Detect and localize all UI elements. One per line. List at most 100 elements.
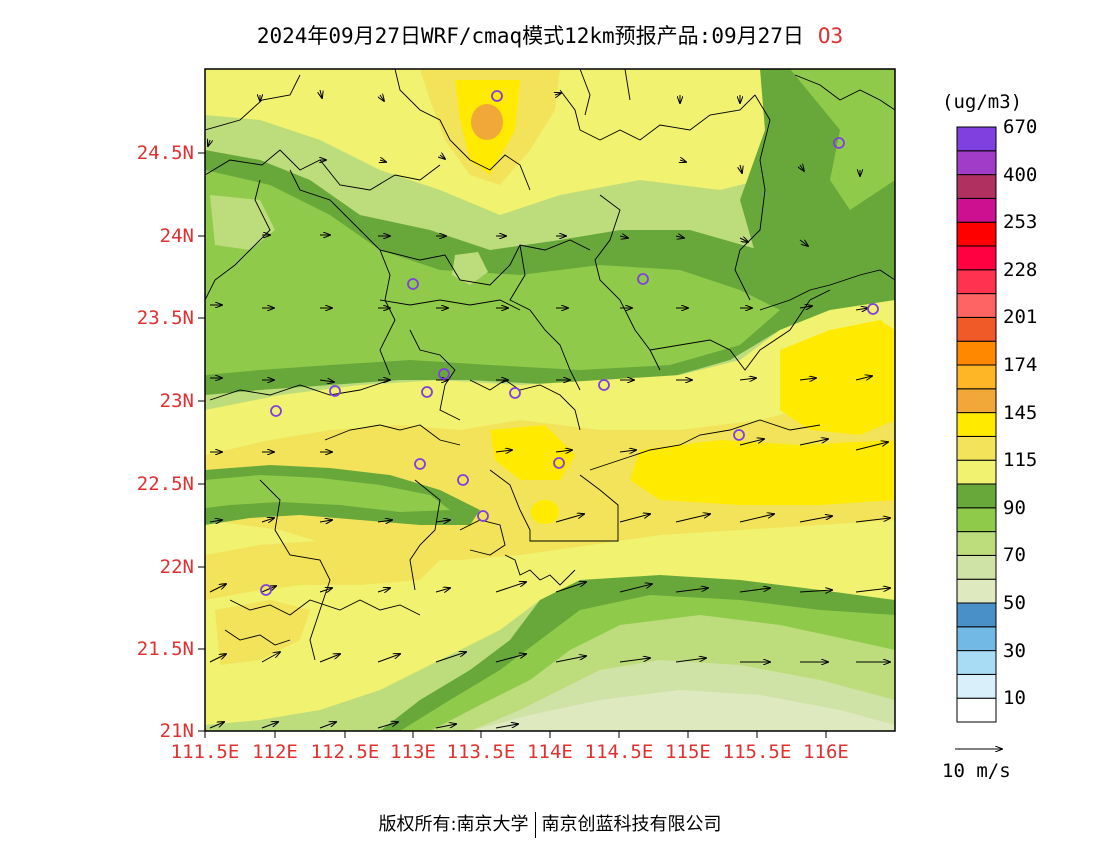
wind-arrow	[739, 588, 770, 593]
boundary-line	[324, 424, 461, 446]
colorbar	[956, 126, 997, 723]
colorbar-swatch	[956, 293, 997, 318]
colorbar-label: 115	[1003, 449, 1038, 472]
colorbar-label: 228	[1003, 258, 1038, 281]
wind-arrow	[555, 582, 586, 593]
wind-arrow	[619, 584, 652, 593]
colorbar-swatch	[956, 174, 997, 199]
colorbar-swatch	[956, 483, 997, 509]
wind-arrow	[855, 308, 868, 310]
lat-label: 21.5N	[136, 638, 194, 660]
wind-arrow	[739, 514, 774, 523]
wind-arrow	[799, 516, 832, 523]
lat-label: 22.5N	[136, 473, 194, 495]
wind-arrow	[555, 514, 584, 523]
field-zone-west-lightgreen	[210, 195, 275, 250]
colorbar-label: 30	[1003, 639, 1026, 662]
colorbar-swatch	[956, 340, 997, 366]
boundary-line	[624, 69, 631, 101]
axis-ticks	[198, 152, 827, 738]
wind-arrow	[208, 140, 210, 146]
colorbar-swatch	[956, 697, 997, 723]
field-zone-leizhou-orange	[215, 600, 310, 665]
station-marker	[491, 90, 503, 102]
lon-label: 113.5E	[446, 741, 516, 763]
field-zone-north-yellow	[205, 69, 895, 215]
station-marker	[414, 458, 426, 470]
field-zone-southwest-green-inner	[205, 475, 450, 512]
wind-arrow	[261, 652, 280, 663]
colorbar-swatch	[956, 531, 997, 556]
lon-label: 114.5E	[584, 741, 654, 763]
monitoring-stations	[260, 90, 879, 596]
copyright-company: 南京创蓝科技有限公司	[541, 814, 722, 835]
wind-arrow	[435, 724, 456, 729]
boundary-line	[289, 169, 396, 376]
wind-arrow	[377, 654, 400, 663]
wind-arrow	[619, 658, 650, 663]
colorbar-swatch	[956, 459, 997, 485]
colorbar-label: 670	[1003, 116, 1038, 138]
colorbar-label: 70	[1003, 544, 1026, 567]
wind-arrow	[555, 656, 586, 663]
field-zone-hk-core	[531, 500, 559, 524]
concentration-field	[205, 69, 895, 731]
wind-arrow	[675, 588, 708, 593]
wind-arrow	[675, 658, 706, 663]
wind-arrow	[855, 376, 872, 380]
lat-label: 23N	[159, 390, 194, 412]
wind-arrow	[680, 160, 686, 162]
wind-arrow	[435, 588, 450, 592]
wind-arrow	[855, 518, 890, 523]
station-marker	[407, 278, 419, 290]
coastline	[459, 519, 506, 556]
wind-arrow	[799, 240, 808, 246]
wind-arrow	[261, 518, 274, 522]
wind-arrow	[380, 160, 386, 162]
colorbar-label: 174	[1003, 354, 1038, 376]
wind-arrow	[261, 722, 278, 729]
colorbar-label: 253	[1003, 211, 1038, 234]
wind-arrow	[320, 89, 322, 98]
boundary-line	[209, 379, 391, 401]
colorbar-label: 10	[1003, 687, 1026, 710]
coastline	[224, 629, 291, 646]
wind-arrow	[675, 514, 710, 523]
wind-arrow	[800, 165, 804, 171]
colorbar-unit: (ug/m3)	[942, 91, 1023, 113]
field-zone-central-green	[205, 170, 780, 375]
wind-arrow	[799, 378, 816, 380]
wind-arrow	[855, 588, 890, 593]
lon-label: 112E	[252, 741, 298, 763]
colorbar-swatch	[956, 245, 997, 271]
colorbar-label: 50	[1003, 592, 1026, 614]
wind-arrow	[319, 588, 332, 592]
boundary-line	[649, 289, 831, 371]
colorbar-swatch	[956, 364, 997, 390]
colorbar-swatch	[956, 126, 997, 152]
lat-label: 23.5N	[136, 307, 194, 329]
colorbar-swatch	[956, 650, 997, 675]
wind-arrow	[319, 722, 336, 729]
boundary-line	[379, 239, 591, 286]
wind-arrow	[740, 164, 742, 173]
footer-separator	[534, 812, 536, 838]
lat-label: 24.5N	[136, 142, 194, 164]
boundary-line	[734, 94, 771, 301]
wind-arrow	[377, 520, 392, 522]
wind-arrow	[209, 520, 222, 522]
wind-arrow	[739, 439, 764, 446]
colorbar-swatch	[956, 221, 997, 247]
station-marker	[867, 303, 879, 315]
colorbar-swatch	[956, 435, 997, 461]
station-marker	[509, 387, 521, 399]
station-marker	[457, 474, 469, 486]
wind-arrow	[799, 439, 828, 446]
station-marker	[421, 386, 433, 398]
boundary-line	[759, 269, 895, 311]
colorbar-swatch	[956, 150, 997, 176]
wind-arrow	[435, 520, 450, 522]
wind-arrow	[377, 722, 398, 729]
field-zone-central-lightgreen	[452, 252, 488, 285]
